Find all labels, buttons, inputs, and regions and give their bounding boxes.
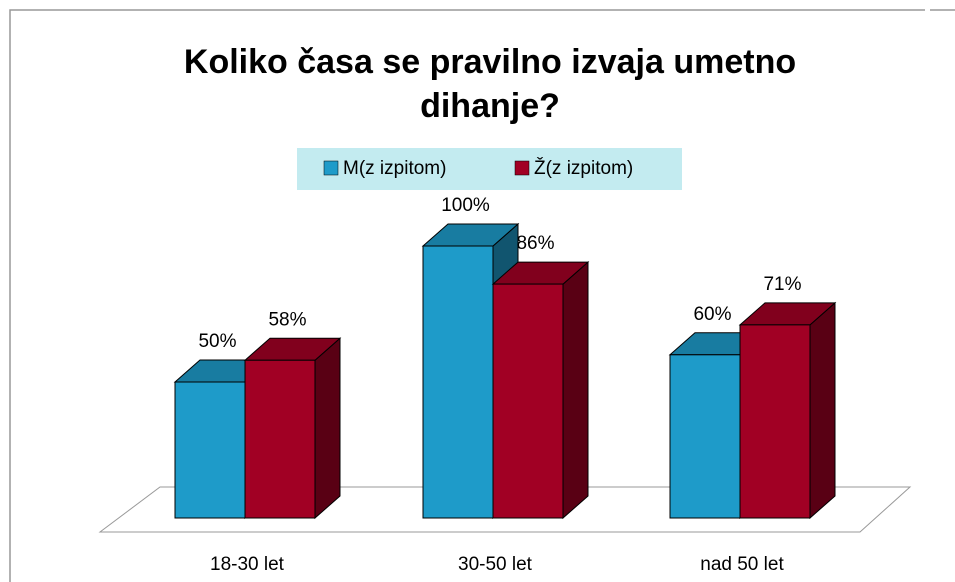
value-label: 100% (441, 195, 490, 216)
bar-side (562, 260, 589, 520)
value-label: 71% (763, 274, 801, 295)
bar-front (739, 324, 811, 519)
bar-front (174, 381, 246, 519)
bar (243, 337, 342, 520)
legend-swatch (323, 160, 339, 176)
value-label: 60% (693, 304, 731, 325)
legend-label: M(z izpitom) (343, 158, 446, 179)
bar-side (314, 337, 341, 520)
legend-swatch (514, 160, 530, 176)
bar-front (422, 245, 494, 519)
bar (738, 301, 837, 520)
bar-front (244, 359, 316, 519)
chart-title: Koliko časa se pravilno izvaja umetno di… (183, 43, 797, 125)
x-tick-label: nad 50 let (700, 554, 784, 575)
value-label: 86% (516, 233, 554, 254)
bar-front (669, 354, 741, 519)
bar-front (492, 283, 564, 519)
bar-side (809, 301, 836, 520)
legend (297, 148, 682, 190)
bar (491, 260, 590, 520)
x-tick-label: 18-30 let (210, 554, 285, 575)
legend-label: Ž(z izpitom) (534, 157, 633, 179)
x-tick-label: 30-50 let (458, 554, 533, 575)
value-label: 58% (268, 309, 306, 330)
frame (9, 9, 955, 582)
value-label: 50% (198, 331, 236, 352)
